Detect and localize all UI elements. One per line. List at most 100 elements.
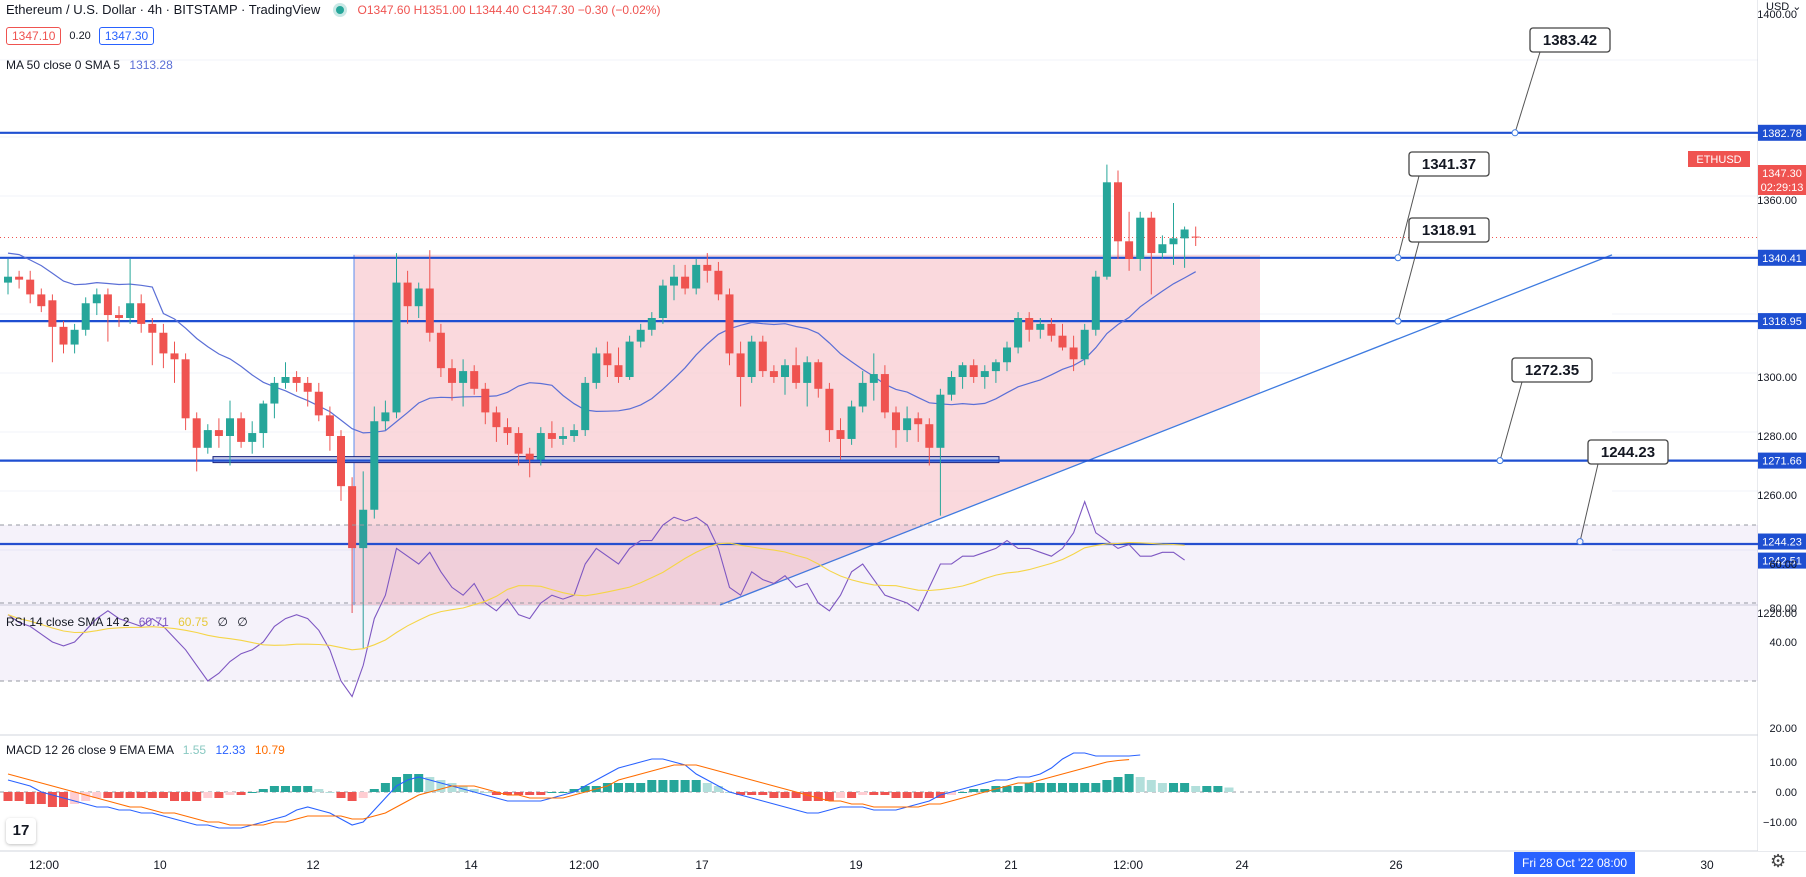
macd-bar-87 — [969, 789, 979, 792]
macd-bar-43 — [480, 792, 490, 793]
price-callouts[interactable]: 1383.42 1341.37 1318.91 1272.35 1244.23 — [1394, 27, 1669, 546]
time-tick-8: 12:00 — [1113, 858, 1143, 872]
candle-36 — [403, 270, 412, 324]
rsi-value: 60.71 — [138, 615, 169, 629]
candle-37 — [414, 282, 423, 318]
macd-bar-80 — [891, 792, 901, 798]
svg-text:1271.66: 1271.66 — [1762, 456, 1802, 468]
candle-71 — [792, 347, 801, 389]
candle-59 — [658, 279, 667, 324]
macd-bar-47 — [525, 792, 535, 795]
macd-bar-61 — [680, 780, 690, 792]
macd-bar-51 — [569, 789, 579, 792]
macd-bar-32 — [358, 792, 368, 798]
macd-bar-79 — [880, 792, 890, 795]
macd-bar-40 — [447, 783, 457, 792]
macd-bar-70 — [780, 792, 790, 798]
macd-bar-56 — [625, 783, 635, 792]
time-tick-4: 12:00 — [569, 858, 599, 872]
candle-60 — [670, 264, 678, 301]
price-axis[interactable]: USD ⌄1400.00 1360.00 1300.00 1280.00 1260.00… — [1688, 0, 1806, 851]
candle-78 — [869, 353, 878, 401]
macd-bar-18 — [203, 792, 213, 798]
macd-bar-20 — [225, 792, 235, 795]
macd-bar-22 — [247, 792, 257, 793]
macd-bar-81 — [902, 792, 912, 798]
svg-text:1318.91: 1318.91 — [1422, 222, 1476, 239]
macd-bar-25 — [281, 786, 290, 792]
macd-bar-46 — [514, 792, 524, 795]
candle-38 — [425, 250, 434, 342]
axis-badge-4: 1340.41 — [1758, 249, 1806, 266]
symbol-header[interactable]: Ethereum / U.S. Dollar · 4h · BITSTAMP ·… — [6, 2, 660, 17]
macd-bar-102 — [1135, 777, 1145, 792]
candle-18 — [203, 424, 212, 454]
macd-bar-64 — [713, 786, 723, 792]
macd-bar-34 — [380, 783, 390, 792]
macd-tick-2: −10.00 — [1763, 817, 1797, 829]
macd-bar-37 — [414, 774, 424, 792]
symbol-title[interactable]: Ethereum / U.S. Dollar · 4h · BITSTAMP ·… — [6, 2, 321, 17]
buy-price-button[interactable]: 1347.30 — [98, 27, 155, 45]
price-tick-1: 1360.00 — [1757, 195, 1797, 207]
rsi-empty-2: ∅ — [237, 615, 248, 629]
macd-legend[interactable]: MACD 12 26 close 9 EMA EMA 1.55 12.33 10… — [6, 743, 285, 757]
candle-30 — [337, 430, 345, 501]
candle-12 — [137, 294, 146, 333]
time-axis[interactable]: 12:00 10 12 14 12:00 17 19 21 12:00 24 26 30 — [29, 858, 1714, 872]
macd-bar-94 — [1046, 783, 1056, 792]
macd-bar-58 — [647, 780, 657, 792]
macd-bar-85 — [947, 792, 956, 795]
candle-16 — [181, 353, 190, 431]
ma-legend[interactable]: MA 50 close 0 SMA 5 1313.28 — [6, 58, 173, 72]
candle-1 — [15, 270, 24, 289]
candle-74 — [825, 382, 834, 442]
candle-33 — [370, 406, 379, 519]
macd-bar-0 — [3, 792, 13, 801]
sell-price-button[interactable]: 1347.10 — [6, 27, 62, 45]
candle-84 — [936, 388, 945, 516]
candle-0 — [4, 259, 12, 295]
candle-102 — [1136, 211, 1145, 271]
callout-1: 1341.37 — [1394, 151, 1490, 262]
candle-6 — [70, 323, 79, 354]
horizontal-levels[interactable] — [0, 131, 1758, 546]
candle-97 — [1080, 323, 1089, 366]
macd-bar-21 — [236, 792, 246, 795]
candle-11 — [126, 259, 135, 324]
time-tick-1: 10 — [153, 858, 167, 872]
gear-icon[interactable]: ⚙ — [1770, 851, 1787, 871]
candle-53 — [592, 347, 601, 389]
macd-bar-86 — [958, 792, 968, 793]
macd-bar-98 — [1091, 783, 1101, 792]
price-tick-4: 1280.00 — [1757, 431, 1797, 443]
macd-bar-74 — [824, 792, 834, 801]
rsi-legend[interactable]: RSI 14 close SMA 14 2 60.71 60.75 ∅ ∅ — [6, 615, 248, 629]
trade-buttons: 1347.10 0.20 1347.30 — [6, 26, 155, 46]
macd-bar-76 — [847, 792, 857, 798]
candle-24 — [270, 377, 279, 419]
rsi-sma-value: 60.75 — [178, 615, 209, 629]
tradingview-logo-icon[interactable]: 17 — [6, 818, 36, 844]
callout-2: 1318.91 — [1394, 217, 1490, 325]
candle-67 — [747, 335, 756, 383]
candle-45 — [503, 418, 512, 445]
candle-26 — [292, 371, 301, 392]
svg-text:1318.95: 1318.95 — [1762, 316, 1802, 328]
macd-hist-value: 1.55 — [182, 743, 207, 757]
rsi-pane — [0, 499, 1758, 698]
time-tick-3: 14 — [464, 858, 478, 872]
candle-68 — [758, 335, 767, 377]
svg-text:1242.51: 1242.51 — [1762, 556, 1802, 568]
candle-3 — [37, 288, 46, 313]
currency-label: USD ⌄ — [1766, 1, 1802, 13]
axis-badge-1: ETHUSD — [1688, 151, 1750, 167]
candle-106 — [1180, 226, 1189, 268]
candle-13 — [148, 318, 157, 366]
macd-bar-17 — [192, 792, 202, 801]
macd-bar-29 — [325, 792, 335, 793]
candle-99 — [1102, 164, 1111, 280]
axis-badge-3: 02:29:13 — [1758, 179, 1806, 195]
macd-bar-71 — [791, 792, 801, 798]
